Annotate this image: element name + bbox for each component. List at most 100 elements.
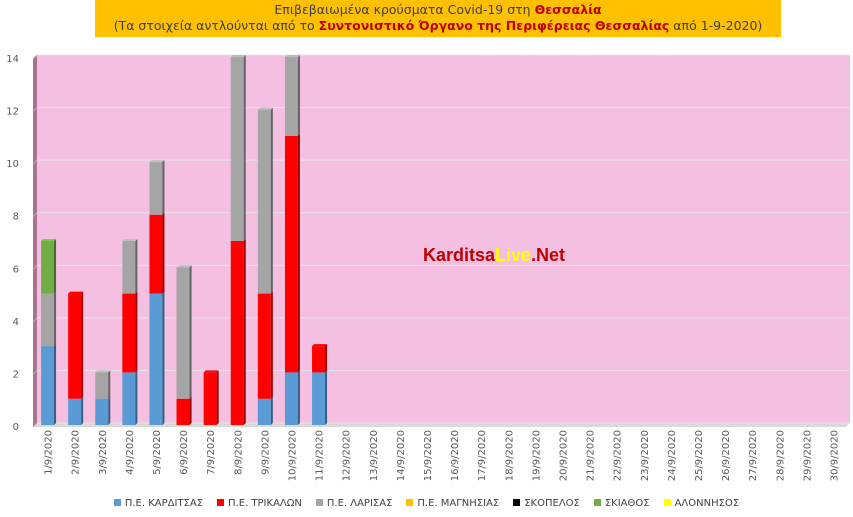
title-line-2-highlight: Συντονιστικό Όργανο της Περιφέρειας Θεσσ… bbox=[318, 18, 670, 33]
bar-segment-side bbox=[54, 344, 57, 425]
legend-swatch bbox=[406, 498, 414, 506]
legend-label: Π.Ε. ΤΡΙΚΑΛΩΝ bbox=[228, 498, 302, 509]
legend-item: Π.Ε. ΜΑΓΝΗΣΙΑΣ bbox=[406, 498, 499, 509]
bar-top bbox=[284, 55, 300, 57]
bar-segment-side bbox=[270, 107, 273, 294]
bar-segment-side bbox=[243, 55, 246, 241]
bar-top bbox=[203, 370, 219, 373]
bar-top bbox=[68, 291, 84, 294]
gridline-wall bbox=[32, 317, 38, 323]
bar-segment bbox=[122, 372, 136, 425]
legend-item: Π.Ε. ΛΑΡΙΣΑΣ bbox=[315, 498, 393, 509]
bar-segment bbox=[284, 135, 298, 373]
legend-label: Π.Ε. ΚΑΡΔΙΤΣΑΣ bbox=[124, 498, 204, 509]
bar-segment bbox=[257, 293, 271, 399]
bar-segment-side bbox=[297, 133, 300, 373]
x-tick-label: 1/9/2020 bbox=[44, 430, 55, 475]
x-tick-label: 24/9/2020 bbox=[667, 430, 678, 481]
x-tick-label: 2/9/2020 bbox=[71, 430, 82, 475]
watermark-part-3: .Net bbox=[531, 245, 565, 265]
bar-top bbox=[149, 160, 165, 163]
bar-segment-side bbox=[270, 291, 273, 399]
x-tick-label: 11/9/2020 bbox=[315, 430, 326, 481]
x-tick-label: 6/9/2020 bbox=[179, 430, 190, 475]
bar-segment-side bbox=[54, 291, 57, 347]
bar-segment-side bbox=[297, 55, 300, 136]
bar-segment bbox=[149, 293, 163, 425]
bar-segment-side bbox=[162, 291, 165, 425]
bar-segment bbox=[149, 214, 163, 294]
y-tick-label: 10 bbox=[6, 159, 19, 170]
title-line-2-suffix: από 1-9-2020) bbox=[669, 18, 763, 33]
x-tick-label: 4/9/2020 bbox=[125, 430, 136, 475]
gridline-wall bbox=[32, 422, 38, 428]
x-tick-label: 17/9/2020 bbox=[477, 430, 488, 481]
gridline-wall bbox=[32, 264, 38, 270]
bar-segment-side bbox=[135, 239, 138, 294]
bar-segment-side bbox=[81, 396, 84, 425]
bar-segment bbox=[312, 372, 326, 425]
bar-top bbox=[122, 239, 138, 241]
bar-top bbox=[176, 265, 192, 268]
x-tick-label: 12/9/2020 bbox=[342, 430, 353, 481]
bar-segment-side bbox=[81, 291, 84, 399]
gridline-wall bbox=[32, 370, 38, 375]
watermark-part-1: Karditsa bbox=[423, 245, 496, 265]
legend: Π.Ε. ΚΑΡΔΙΤΣΑΣ Π.Ε. ΤΡΙΚΑΛΩΝ Π.Ε. ΛΑΡΙΣΑΣ Π… bbox=[0, 498, 853, 509]
x-tick-label: 8/9/2020 bbox=[233, 430, 244, 475]
legend-item: Π.Ε. ΤΡΙΚΑΛΩΝ bbox=[217, 498, 302, 509]
title-line-1: Επιβεβαιωμένα κρούσματα Covid-19 στη Θεσ… bbox=[95, 2, 781, 17]
x-tick-label: 10/9/2020 bbox=[287, 430, 298, 481]
title-line-2: (Τα στοιχεία αντλούνται από το Συντονιστ… bbox=[95, 18, 781, 33]
bar-segment-side bbox=[325, 344, 328, 373]
bar-segment bbox=[284, 57, 298, 136]
legend-item: ΑΛΟΝΝΗΣΟΣ bbox=[663, 498, 740, 509]
legend-label: ΑΛΟΝΝΗΣΟΣ bbox=[674, 498, 740, 509]
x-tick-label: 23/9/2020 bbox=[640, 430, 651, 481]
bar-segment bbox=[68, 293, 82, 399]
legend-item: ΣΚΙΑΘΟΣ bbox=[593, 498, 650, 509]
x-tick-label: 18/9/2020 bbox=[504, 430, 515, 481]
bar-segment-side bbox=[135, 291, 138, 373]
y-tick-label: 14 bbox=[6, 54, 19, 65]
bar-segment bbox=[176, 267, 190, 399]
legend-label: ΣΚΟΠΕΛΟΣ bbox=[524, 498, 580, 509]
title-line-1-highlight: Θεσσαλία bbox=[534, 2, 602, 17]
bar-segment-side bbox=[325, 370, 328, 425]
bar-segment-side bbox=[162, 212, 165, 294]
legend-swatch bbox=[217, 498, 225, 506]
x-tick-label: 27/9/2020 bbox=[748, 430, 759, 481]
legend-label: Π.Ε. ΜΑΓΝΗΣΙΑΣ bbox=[417, 498, 500, 509]
bar-segment bbox=[41, 293, 55, 347]
plot-area bbox=[37, 55, 850, 423]
bar-segment bbox=[149, 162, 163, 215]
title-line-2-prefix: (Τα στοιχεία αντλούνται από το bbox=[113, 18, 319, 33]
watermark-part-2: Live bbox=[495, 245, 531, 265]
y-tick-label: 4 bbox=[13, 317, 19, 328]
bar-segment-side bbox=[297, 370, 300, 425]
bar-segment-side bbox=[243, 239, 246, 425]
gridline-wall bbox=[32, 159, 38, 165]
bar-segment-side bbox=[189, 265, 192, 399]
legend-item: Π.Ε. ΚΑΡΔΙΤΣΑΣ bbox=[113, 498, 204, 509]
legend-swatch bbox=[663, 498, 671, 506]
bar-segment bbox=[41, 241, 55, 294]
legend-label: Π.Ε. ΛΑΡΙΣΑΣ bbox=[326, 498, 393, 509]
bar-top bbox=[41, 239, 57, 241]
x-tick-label: 3/9/2020 bbox=[98, 430, 109, 475]
x-tick-label: 19/9/2020 bbox=[531, 430, 542, 481]
legend-item: ΣΚΟΠΕΛΟΣ bbox=[513, 498, 580, 509]
x-tick-label: 15/9/2020 bbox=[423, 430, 434, 481]
gridline-wall bbox=[32, 212, 38, 218]
x-tick-label: 22/9/2020 bbox=[613, 430, 624, 481]
bar-segment bbox=[68, 398, 82, 425]
x-tick-label: 26/9/2020 bbox=[721, 430, 732, 481]
x-tick-label: 13/9/2020 bbox=[369, 430, 380, 481]
bar-segment bbox=[230, 241, 244, 425]
title-line-1-text: Επιβεβαιωμένα κρούσματα Covid-19 στη bbox=[274, 2, 535, 17]
bar-segment bbox=[284, 372, 298, 425]
x-tick-label: 9/9/2020 bbox=[260, 430, 271, 475]
bar-top bbox=[230, 55, 246, 57]
bar-segment bbox=[203, 372, 217, 425]
gridline-wall bbox=[32, 54, 38, 60]
